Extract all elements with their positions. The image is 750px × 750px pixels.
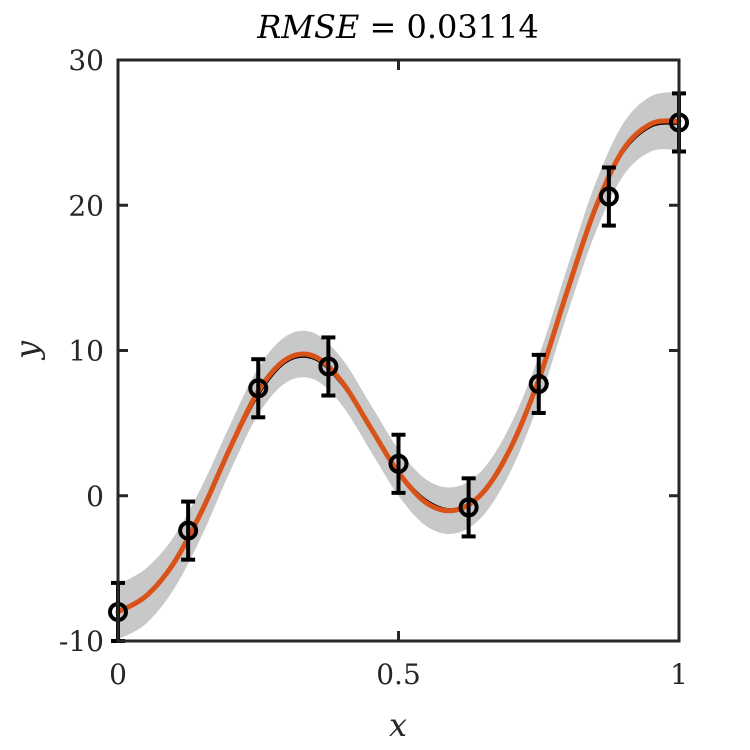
x-axis-label: x: [389, 706, 407, 744]
y-tick-label: 0: [86, 480, 104, 513]
title-value: 0.03114: [406, 8, 538, 46]
title-equals: =: [359, 8, 406, 46]
data-point: [178, 520, 199, 541]
data-point: [458, 497, 479, 518]
chart-title: RMSE = 0.03114: [256, 8, 539, 46]
data-point: [598, 186, 619, 207]
title-lhs: RMSE: [256, 8, 359, 46]
y-tick-label: 20: [68, 189, 104, 222]
fit-mean-line: [115, 118, 682, 615]
y-tick-label: 10: [68, 335, 104, 368]
x-tick-label: 0.5: [376, 658, 421, 691]
y-tick-label: -10: [59, 625, 104, 658]
data-point: [248, 378, 269, 399]
data-point: [528, 373, 549, 394]
y-axis-label: y: [8, 340, 46, 361]
x-tick-label: 0: [109, 658, 127, 691]
x-tick-label: 1: [670, 658, 688, 691]
data-point: [318, 356, 339, 377]
data-point: [388, 453, 409, 474]
plot-area: [108, 91, 689, 643]
y-tick-label: 30: [68, 44, 104, 77]
